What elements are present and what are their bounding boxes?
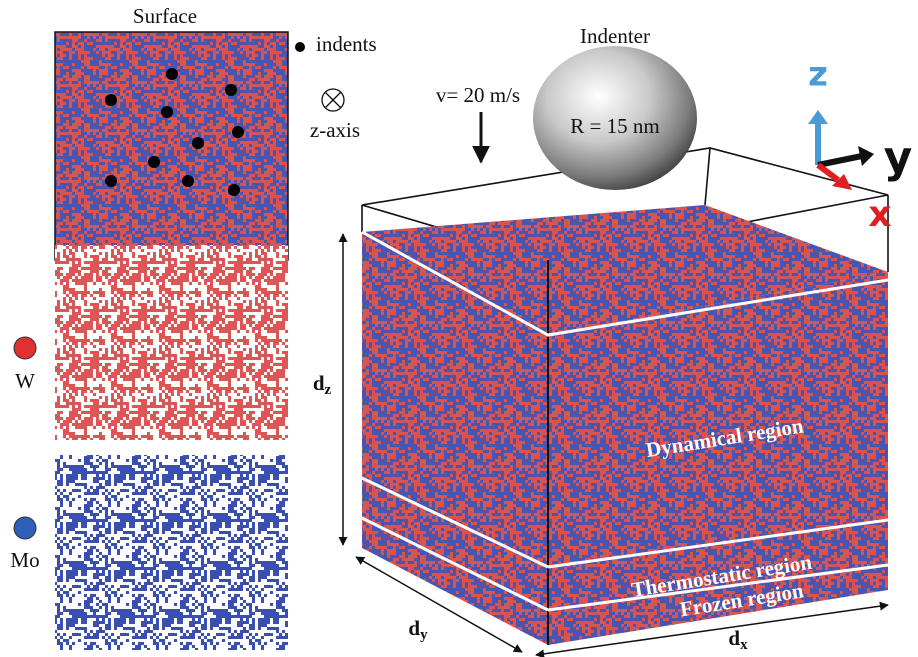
- dz-label: dz: [313, 371, 332, 399]
- indenter-radius: R = 15 nm: [570, 114, 659, 138]
- z-axis-label: z-axis: [310, 118, 360, 142]
- w-atom: [13, 336, 37, 360]
- cube-front: [548, 272, 888, 645]
- indenter-title: Indenter: [580, 24, 650, 48]
- dy-symbol: d: [408, 616, 420, 640]
- indent-dots: [105, 68, 244, 196]
- indents-legend: indents: [316, 32, 377, 56]
- mo-label: Mo: [10, 548, 39, 572]
- dz-subscript: z: [325, 382, 332, 398]
- w-label: W: [15, 369, 35, 393]
- indenter-sphere: [533, 46, 697, 190]
- indent-legend-dot: [295, 42, 305, 52]
- dx-arrow: [535, 601, 889, 657]
- axis-triad: [808, 110, 874, 190]
- mo-atom: [13, 516, 37, 540]
- dy-subscript: y: [420, 627, 428, 643]
- x-axis-name: x: [868, 194, 891, 235]
- z-axis-name: z: [808, 55, 828, 95]
- z-axis-symbol: [321, 88, 345, 112]
- dx-symbol: d: [728, 626, 740, 650]
- mo-panel: [55, 455, 288, 650]
- w-panel: [55, 245, 288, 440]
- dy-label: dy: [408, 616, 428, 644]
- dy-arrow: [355, 556, 523, 653]
- dz-symbol: d: [313, 371, 325, 395]
- dx-label: dx: [728, 626, 748, 654]
- dx-subscript: x: [740, 637, 748, 653]
- box-edges: [361, 147, 889, 645]
- cube-top: [362, 205, 888, 335]
- velocity-label: v= 20 m/s: [436, 83, 520, 107]
- y-axis-name: y: [884, 132, 913, 183]
- surface-panel: [54, 31, 289, 261]
- surface-title: Surface: [133, 4, 197, 28]
